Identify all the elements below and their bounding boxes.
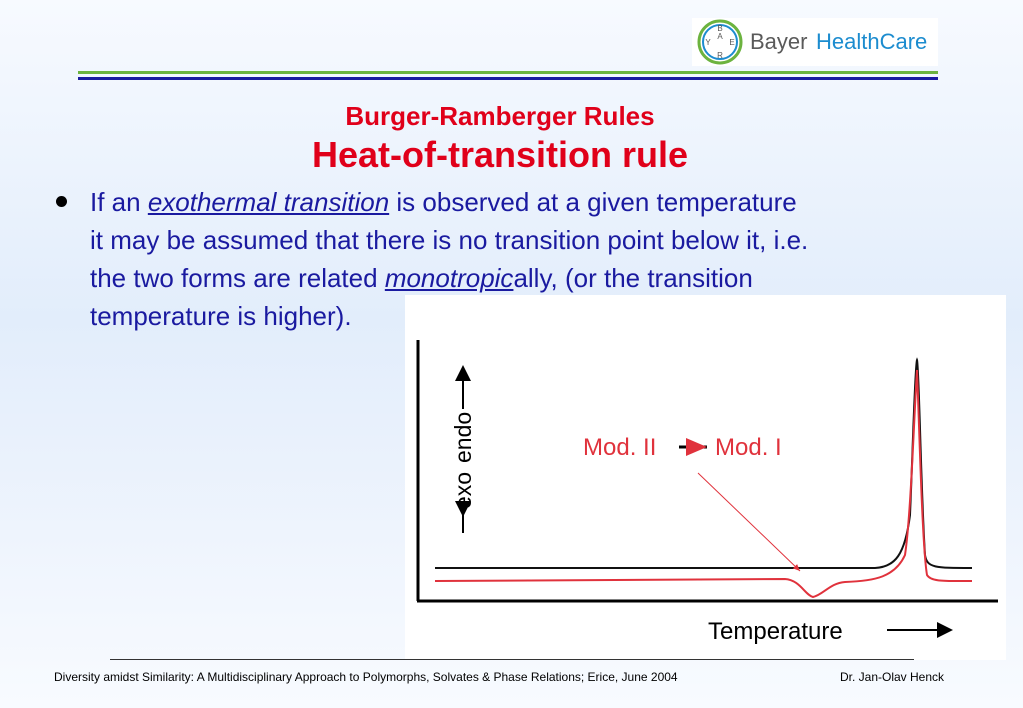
footer-rule [110,659,914,660]
title: Burger-Ramberger Rules [345,101,655,131]
text-line: the two forms are related monotropically… [90,263,753,294]
text: it may be assumed that there is no trans… [90,225,809,255]
logo: B A Y E R Bayer HealthCare [692,18,938,66]
logo-letter: B [717,24,722,33]
logo-division: HealthCare [816,29,927,54]
logo-ring [697,19,743,65]
annotation: Mod. II [583,434,656,461]
logo-ring-inner [702,24,738,60]
y-label: exo endo [450,365,476,533]
logo-letter: E [729,38,734,47]
text: ally, (or the transition [513,263,753,293]
logo-brand: Bayer [750,29,807,54]
curve-red [434,369,973,599]
footer-event: Diversity amidst Similarity: A Multidisc… [54,670,678,684]
text-line: temperature is higher). [90,301,352,332]
y-label-low: exo [450,472,476,509]
text-line: If an exothermal transition is observed … [90,187,797,218]
text: temperature is higher). [90,301,352,331]
emphasis: exothermal transition [147,187,390,217]
rule-blue [78,77,938,80]
logo-graphic: B A Y E R Bayer HealthCare [697,19,927,65]
text: is observed at a given temperature [389,187,797,217]
bullet-dot [56,196,67,207]
text-line: it may be assumed that there is no trans… [90,225,808,256]
y-label-high: endo [450,412,476,463]
rule-green [78,71,938,74]
logo-letter: A [717,32,723,41]
footer-author: Dr. Jan-Olav Henck [840,670,945,684]
text: the two forms are related [90,263,385,293]
annotation-arrow [697,472,801,572]
x-label: Temperature [708,618,843,645]
text: If an [90,187,148,217]
dsc-figure: Mod. II Mod. I exo endo Temperature [405,295,1006,660]
subtitle: Heat-of-transition rule [311,134,688,175]
figure-background [405,295,1006,660]
logo-letter: R [717,51,723,60]
emphasis: monotropic [384,263,514,293]
annotation: Mod. I [715,434,782,461]
logo-letter: Y [705,38,711,47]
